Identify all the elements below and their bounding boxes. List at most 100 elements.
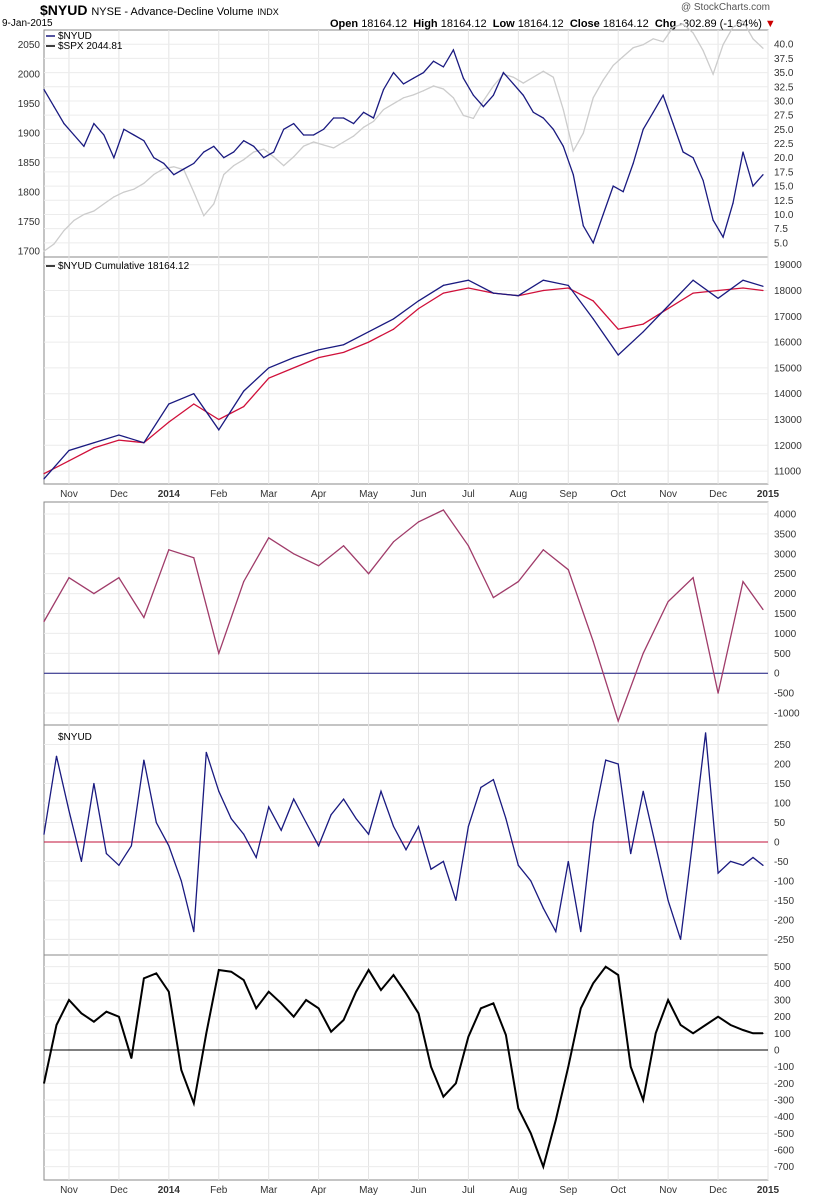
data-point xyxy=(318,1007,320,1009)
data-point xyxy=(442,1096,445,1098)
data-point xyxy=(93,210,95,212)
data-point xyxy=(762,285,764,287)
data-point xyxy=(392,974,395,976)
data-point xyxy=(430,868,432,870)
data-point xyxy=(412,94,415,96)
data-point xyxy=(717,289,719,292)
data-point xyxy=(55,1024,58,1026)
x-tick-label: Jun xyxy=(410,489,426,500)
data-point xyxy=(592,640,594,642)
y-tick-label: 30.0 xyxy=(774,96,794,107)
data-point xyxy=(153,157,155,159)
data-point xyxy=(193,931,195,933)
data-point xyxy=(480,1007,482,1009)
data-point xyxy=(642,128,644,130)
data-point xyxy=(602,79,604,81)
data-point xyxy=(692,837,694,839)
data-point xyxy=(712,73,714,75)
data-point xyxy=(342,117,345,119)
data-point xyxy=(582,225,584,227)
data-point xyxy=(630,1066,632,1068)
data-point xyxy=(352,135,355,137)
data-point xyxy=(93,1021,95,1023)
data-point xyxy=(432,85,435,87)
data-point xyxy=(530,1132,532,1134)
data-point xyxy=(255,856,257,859)
data-point xyxy=(293,1016,295,1018)
y-tick-label: 150 xyxy=(774,779,791,790)
data-point xyxy=(283,165,285,167)
y-left-tick-label: 2000 xyxy=(18,70,41,81)
data-point xyxy=(517,1107,519,1109)
y-tick-label: 100 xyxy=(774,1029,791,1040)
data-point xyxy=(318,357,320,359)
data-point xyxy=(123,191,125,193)
data-point xyxy=(717,297,719,299)
data-point xyxy=(480,786,482,788)
x-tick-label: Dec xyxy=(709,1185,727,1196)
data-point xyxy=(280,829,282,831)
data-point xyxy=(542,289,544,292)
data-point xyxy=(402,83,405,85)
data-point xyxy=(617,720,619,722)
data-point xyxy=(472,94,475,96)
data-point xyxy=(342,545,345,547)
y-tick-label: 3000 xyxy=(774,549,797,560)
y-tick-label: 1000 xyxy=(774,629,797,640)
data-point xyxy=(729,1024,732,1026)
data-point xyxy=(73,134,75,136)
data-point xyxy=(293,367,295,369)
open-label: Open xyxy=(330,18,359,30)
data-point xyxy=(203,215,205,217)
data-point xyxy=(702,50,704,52)
data-point xyxy=(702,179,704,181)
y-tick-label: 15.0 xyxy=(774,182,794,193)
data-point xyxy=(380,790,382,792)
data-point xyxy=(123,128,125,130)
data-point xyxy=(143,616,145,619)
data-point xyxy=(642,331,644,333)
data-point xyxy=(582,132,584,134)
data-point xyxy=(392,318,395,320)
data-point xyxy=(542,117,544,119)
panel-frame-smoothed xyxy=(43,954,769,1181)
y-tick-label: -50 xyxy=(774,857,789,868)
data-point xyxy=(452,97,455,99)
data-point xyxy=(580,1007,582,1009)
data-point xyxy=(223,173,225,176)
data-point xyxy=(752,856,754,859)
y-tick-label: -300 xyxy=(774,1096,794,1107)
data-point xyxy=(632,162,634,164)
data-point xyxy=(153,173,155,176)
y-tick-label: 500 xyxy=(774,649,791,660)
y-tick-label: 50 xyxy=(774,818,786,829)
x-tick-label: Nov xyxy=(659,1185,677,1196)
x-tick-label: Oct xyxy=(610,1185,626,1196)
data-point xyxy=(762,1032,764,1034)
data-point xyxy=(652,38,654,40)
data-point xyxy=(455,899,457,902)
data-point xyxy=(355,817,357,820)
data-point xyxy=(717,1016,719,1018)
data-point xyxy=(567,287,569,289)
data-point xyxy=(352,123,355,125)
data-point xyxy=(452,49,455,51)
data-point xyxy=(233,165,235,167)
series-line-top xyxy=(43,48,764,245)
data-point xyxy=(218,429,220,431)
data-point xyxy=(43,1082,45,1084)
y-tick-label: 14000 xyxy=(774,389,802,400)
data-point xyxy=(482,106,484,108)
data-point xyxy=(622,191,624,193)
data-point xyxy=(223,157,225,159)
data-point xyxy=(722,236,724,238)
data-point xyxy=(682,23,684,25)
data-point xyxy=(605,759,607,761)
x-tick-label: 2015 xyxy=(757,1185,780,1196)
y-tick-label: 22.5 xyxy=(774,139,794,150)
y-tick-label: 12.5 xyxy=(774,196,794,207)
data-point xyxy=(617,328,619,330)
data-point xyxy=(542,907,544,909)
data-point xyxy=(233,151,235,153)
data-point xyxy=(652,111,654,113)
